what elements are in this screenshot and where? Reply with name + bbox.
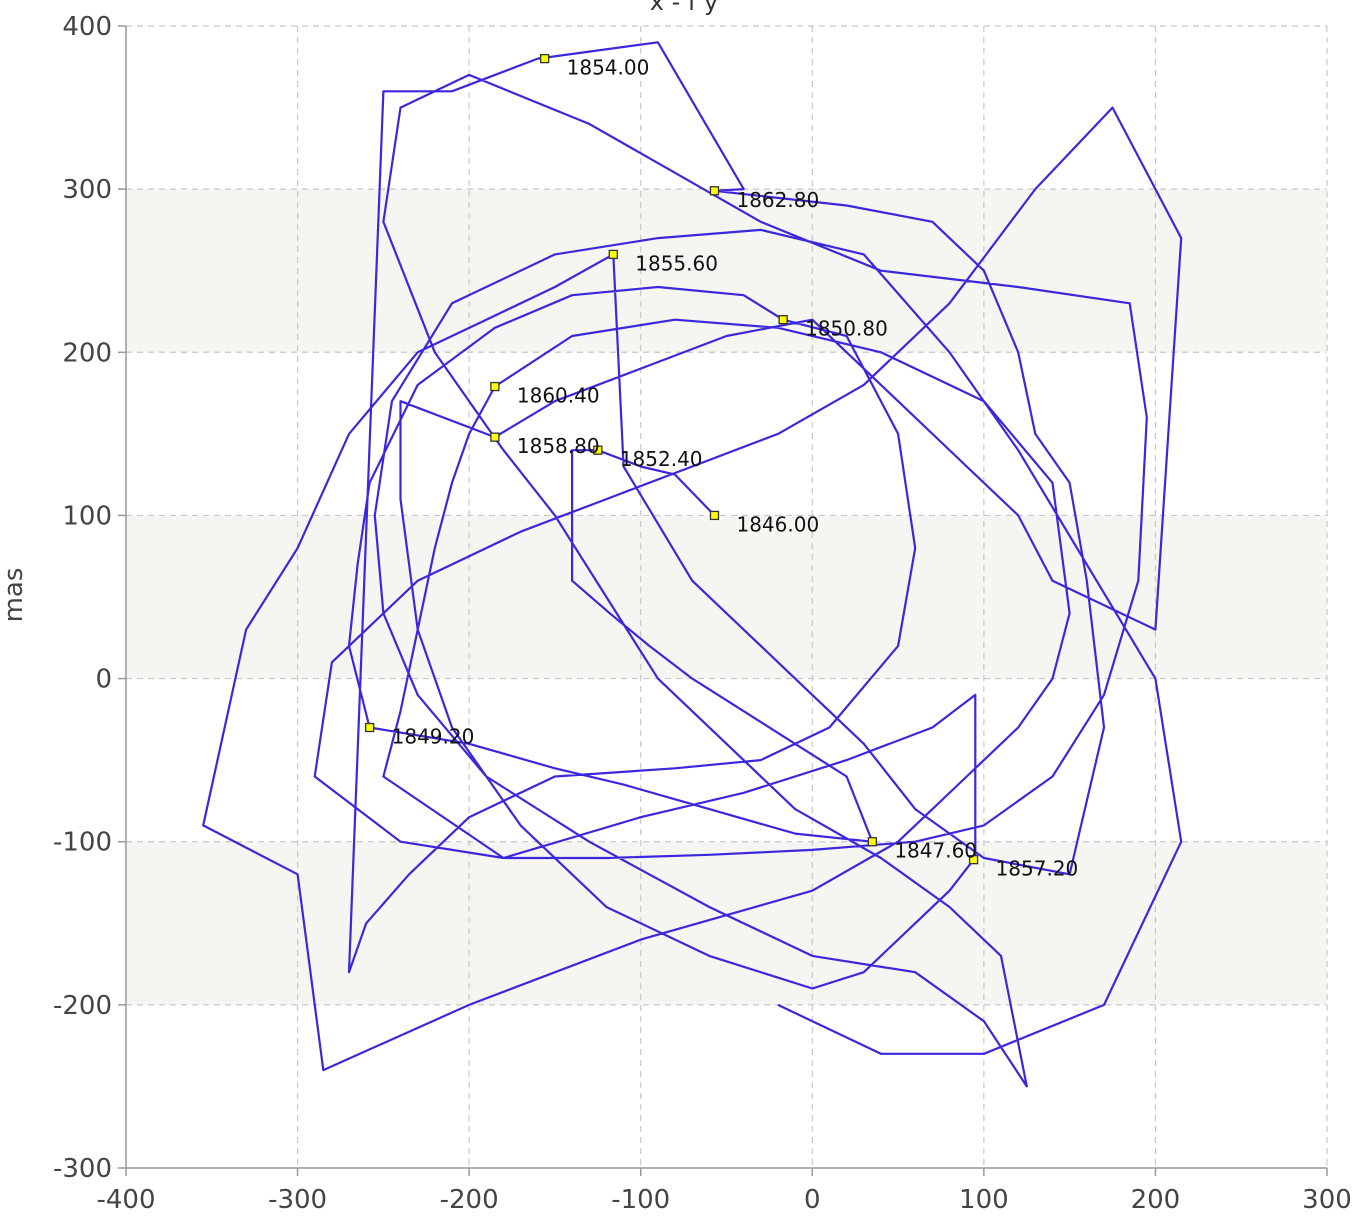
y-tick-label: 400 [62,12,112,42]
series-line [202,41,1183,1088]
point-marker [968,855,979,865]
y-tick-label: -300 [53,1154,112,1184]
point-label: 1862.80 [736,188,819,212]
point-label: 1857.20 [996,857,1079,881]
point-label: 1854.00 [567,56,650,80]
x-tick-label: -300 [268,1185,327,1215]
x-tick-label: 100 [959,1185,1009,1215]
series-group [202,41,1183,1088]
point-marker [364,722,375,733]
background-bands [126,189,1327,1005]
point-marker [709,186,720,196]
point-label: 1849.20 [392,725,475,749]
y-axis-title: mas [0,568,29,623]
point-label: 1858.80 [517,434,600,458]
x-tick-label: 300 [1302,1185,1352,1215]
chart-title: x - f y [650,0,718,16]
point-marker [593,445,603,455]
point-marker [778,315,788,325]
x-tick-label: 0 [804,1185,821,1215]
y-tick-label: 0 [95,665,112,695]
y-tick-label: 200 [62,338,112,368]
y-tick-label: 100 [62,501,112,531]
band-200 [126,189,1327,353]
x-tick-labels: -400 -300 -200 -100 0 100 200 300 [96,1185,1351,1215]
point-label: 1852.40 [620,447,703,471]
point-marker [539,53,550,64]
y-tick-label: -100 [53,828,112,858]
point-labels: 1846.00 1847.60 1849.20 1850.80 1852.40 1854.… [392,56,1079,881]
point-label: 1860.40 [517,384,600,408]
x-tick-label: -400 [96,1185,155,1215]
point-label: 1855.60 [635,251,718,275]
x-tick-label: -100 [611,1185,670,1215]
y-tick-label: -200 [53,991,112,1021]
band-0 [126,515,1327,679]
point-label: 1850.80 [805,317,888,341]
point-label: 1847.60 [894,839,977,863]
point-marker [490,432,500,442]
grid-lines [126,25,1328,1168]
point-label: 1846.00 [736,512,819,536]
x-tick-label: -200 [440,1185,499,1215]
axes [118,25,1328,1176]
y-tick-labels: -300 -200 -100 0 100 200 300 400 [53,12,112,1184]
point-marker [608,249,618,260]
point-markers [364,53,979,865]
x-tick-label: 200 [1131,1185,1181,1215]
y-tick-label: 300 [62,175,112,205]
point-marker [867,837,877,847]
point-marker [490,381,500,392]
band--200 [126,841,1327,1005]
point-marker [709,510,720,521]
